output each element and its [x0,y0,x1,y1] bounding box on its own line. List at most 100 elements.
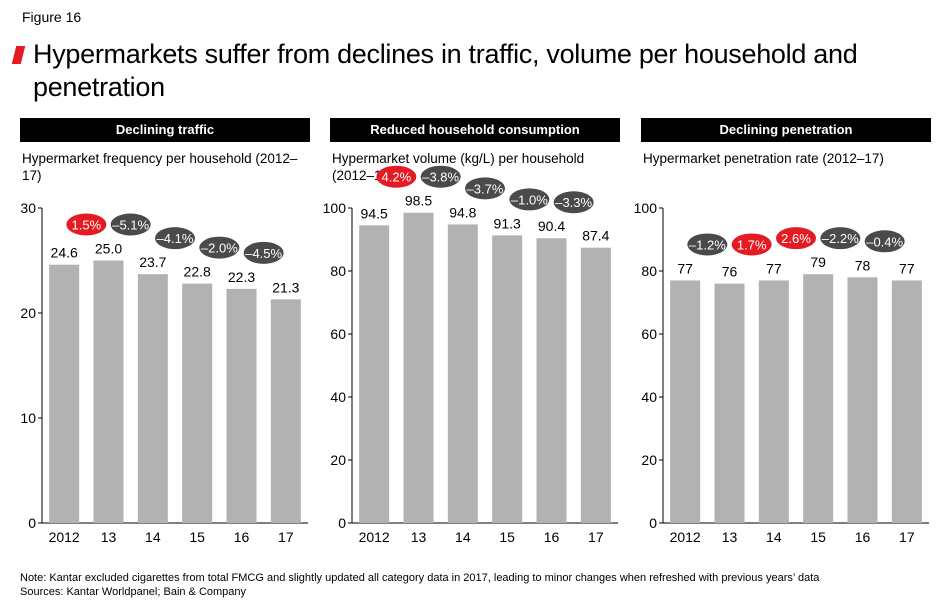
y-tick-label: 10 [20,410,36,426]
change-label: 2.6% [781,231,811,246]
bar [758,280,789,523]
panel-header: Reduced household consumption [330,118,620,142]
y-tick-label: 40 [641,389,657,405]
change-bubble [66,213,107,236]
bar-chart-penetration: 0 20 40 60 80 100 77 2012 76 13 77 14 79 15 78 16 77 17 –1… [634,200,929,545]
change-bubble [687,233,728,256]
bar-value-label: 94.5 [361,205,388,221]
change-label: –1.2% [689,237,726,252]
bar [670,280,701,523]
y-tick-label: 0 [338,515,346,531]
change-label: –3.7% [467,181,504,196]
change-label: 1.7% [737,237,767,252]
bar-value-label: 77 [766,260,782,276]
change-label: –4.5% [245,246,282,261]
panel-declining-penetration: Declining penetration Hypermarket penetr… [634,118,931,558]
x-tick-label: 2012 [359,529,390,545]
change-bubble [376,165,417,188]
change-label: –5.1% [112,218,149,233]
footnote-note: Note: Kantar excluded cigarettes from to… [20,572,820,584]
change-bubble [465,177,505,200]
bar [182,283,213,523]
change-bubble [731,233,772,256]
change-label: 1.5% [72,218,102,233]
bar [403,212,434,523]
change-label: –3.3% [555,195,592,210]
bar-value-label: 77 [677,260,693,276]
bar [359,225,390,523]
bar-value-label: 25.0 [95,241,122,257]
bar [93,260,124,523]
y-tick-label: 30 [20,200,36,216]
y-tick-label: 80 [641,263,657,279]
change-bubble [776,227,816,250]
bar-value-label: 76 [722,264,738,280]
y-tick-label: 0 [28,515,36,531]
change-bubble [553,191,594,214]
bar-value-label: 24.6 [51,245,78,261]
panel-declining-traffic: Declining traffic Hypermarket frequency … [20,118,310,558]
x-tick-label: 2012 [670,529,701,545]
y-tick-label: 20 [641,452,657,468]
bar [270,299,301,523]
bar [847,277,878,523]
change-bubble [199,236,240,259]
y-tick-label: 40 [330,389,346,405]
x-tick-label: 16 [544,529,560,545]
bar [803,274,834,523]
change-label: 4.2% [382,170,412,185]
change-label: –2.2% [822,231,859,246]
bar-value-label: 22.3 [228,269,255,285]
bar-chart-consumption: 0 20 40 60 80 100 94.5 2012 98.5 13 94.8 14 91.3 15 90… [323,165,618,545]
y-tick-label: 0 [649,515,657,531]
panel-household-consumption: Reduced household consumption Hypermarke… [323,118,620,558]
bar [137,274,168,523]
figure-label: Figure 16 [22,9,82,25]
y-tick-label: 60 [641,326,657,342]
panel-subtitle: Hypermarket frequency per household (201… [22,151,298,183]
change-bubble [243,241,284,264]
y-tick-label: 60 [330,326,346,342]
bar-value-label: 87.4 [582,228,609,244]
change-bubble [864,230,905,253]
bar-value-label: 79 [810,254,826,270]
x-tick-label: 16 [855,529,871,545]
panel-header: Declining traffic [20,118,310,142]
x-tick-label: 17 [899,529,915,545]
bar-value-label: 23.7 [139,254,166,270]
bar [447,224,478,523]
y-tick-label: 80 [330,263,346,279]
bar-value-label: 78 [855,257,871,273]
title-accent-mark [11,46,26,64]
bar-value-label: 77 [899,260,915,276]
change-label: –4.1% [157,231,194,246]
x-tick-label: 15 [810,529,826,545]
footnote-sources: Sources: Kantar Worldpanel; Bain & Compa… [20,586,247,598]
y-tick-label: 20 [20,305,36,321]
x-tick-label: 13 [411,529,427,545]
x-tick-label: 13 [101,529,117,545]
bar-value-label: 22.8 [184,264,211,280]
bar-chart-traffic: 0 10 20 30 24.6 2012 25.0 13 23.7 14 22.8 15 22.3 16 2… [20,200,308,545]
panel-subtitle: Hypermarket penetration rate (2012–17) [643,151,884,166]
bar [226,288,257,523]
change-label: –3.8% [422,170,459,185]
bar [580,247,611,523]
bar [49,264,80,523]
bar-value-label: 91.3 [494,215,521,231]
change-label: –2.0% [201,241,238,256]
x-tick-label: 2012 [49,529,80,545]
x-tick-label: 14 [766,529,782,545]
change-bubble [420,165,461,188]
y-tick-label: 100 [634,200,658,216]
bar [714,283,745,523]
change-label: –1.0% [511,192,548,207]
x-tick-label: 14 [145,529,161,545]
bar-value-label: 98.5 [405,193,432,209]
change-bubble [820,227,861,250]
chart-title: Hypermarkets suffer from declines in tra… [33,39,858,102]
y-tick-label: 20 [330,452,346,468]
change-label: –0.4% [866,234,903,249]
footnote: Note: Kantar excluded cigarettes from to… [20,571,819,599]
bar-value-label: 21.3 [272,279,299,295]
